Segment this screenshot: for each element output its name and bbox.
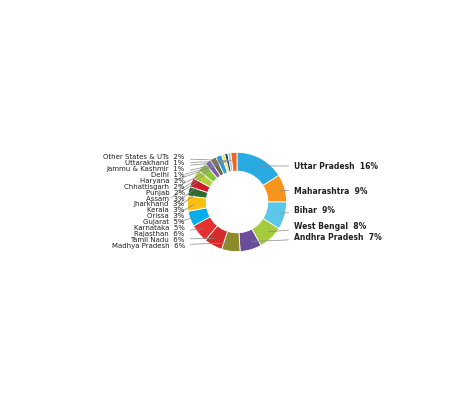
Wedge shape <box>263 175 287 202</box>
Text: Orissa  3%: Orissa 3% <box>147 195 194 219</box>
Text: Punjab  2%: Punjab 2% <box>146 170 210 196</box>
Text: Haryana  2%: Haryana 2% <box>140 164 219 184</box>
Wedge shape <box>239 229 261 252</box>
Text: West Bengal  8%: West Bengal 8% <box>268 222 366 232</box>
Wedge shape <box>193 170 213 187</box>
Text: Assam  3%: Assam 3% <box>146 174 206 202</box>
Wedge shape <box>205 160 220 178</box>
Wedge shape <box>187 196 207 211</box>
Text: Jammu & Kashmir  1%: Jammu & Kashmir 1% <box>107 162 225 172</box>
Text: Maharashtra  9%: Maharashtra 9% <box>279 187 368 196</box>
Text: Uttarakhand  1%: Uttarakhand 1% <box>126 160 228 166</box>
Wedge shape <box>225 153 231 172</box>
Text: Delhi  1%: Delhi 1% <box>151 163 223 178</box>
Wedge shape <box>190 178 210 192</box>
Text: Gujarat  5%: Gujarat 5% <box>143 205 193 225</box>
Wedge shape <box>228 153 233 172</box>
Wedge shape <box>193 217 218 240</box>
Wedge shape <box>216 155 228 174</box>
Text: Kerala  3%: Kerala 3% <box>147 187 197 213</box>
Text: Jharkhand  3%: Jharkhand 3% <box>134 180 201 207</box>
Text: Madhya Pradesh  6%: Madhya Pradesh 6% <box>111 243 229 249</box>
Text: Tamil Nadu  6%: Tamil Nadu 6% <box>130 237 214 243</box>
Text: Karnataka  5%: Karnataka 5% <box>134 217 196 231</box>
Wedge shape <box>231 152 237 171</box>
Text: Bihar  9%: Bihar 9% <box>279 206 335 215</box>
Text: Other States & UTs  2%: Other States & UTs 2% <box>103 154 232 161</box>
Wedge shape <box>237 152 279 185</box>
Text: Chhattisgarh  2%: Chhattisgarh 2% <box>124 167 215 190</box>
Wedge shape <box>222 231 240 252</box>
Text: Rajasthan  6%: Rajasthan 6% <box>135 229 202 237</box>
Wedge shape <box>188 208 210 226</box>
Wedge shape <box>210 157 224 176</box>
Text: Andhra Pradesh  7%: Andhra Pradesh 7% <box>251 233 382 242</box>
Wedge shape <box>188 187 208 198</box>
Wedge shape <box>252 219 279 246</box>
Wedge shape <box>263 202 287 229</box>
Text: Uttar Pradesh  16%: Uttar Pradesh 16% <box>260 162 378 171</box>
Wedge shape <box>199 164 218 182</box>
Wedge shape <box>205 226 228 249</box>
Wedge shape <box>222 154 229 173</box>
